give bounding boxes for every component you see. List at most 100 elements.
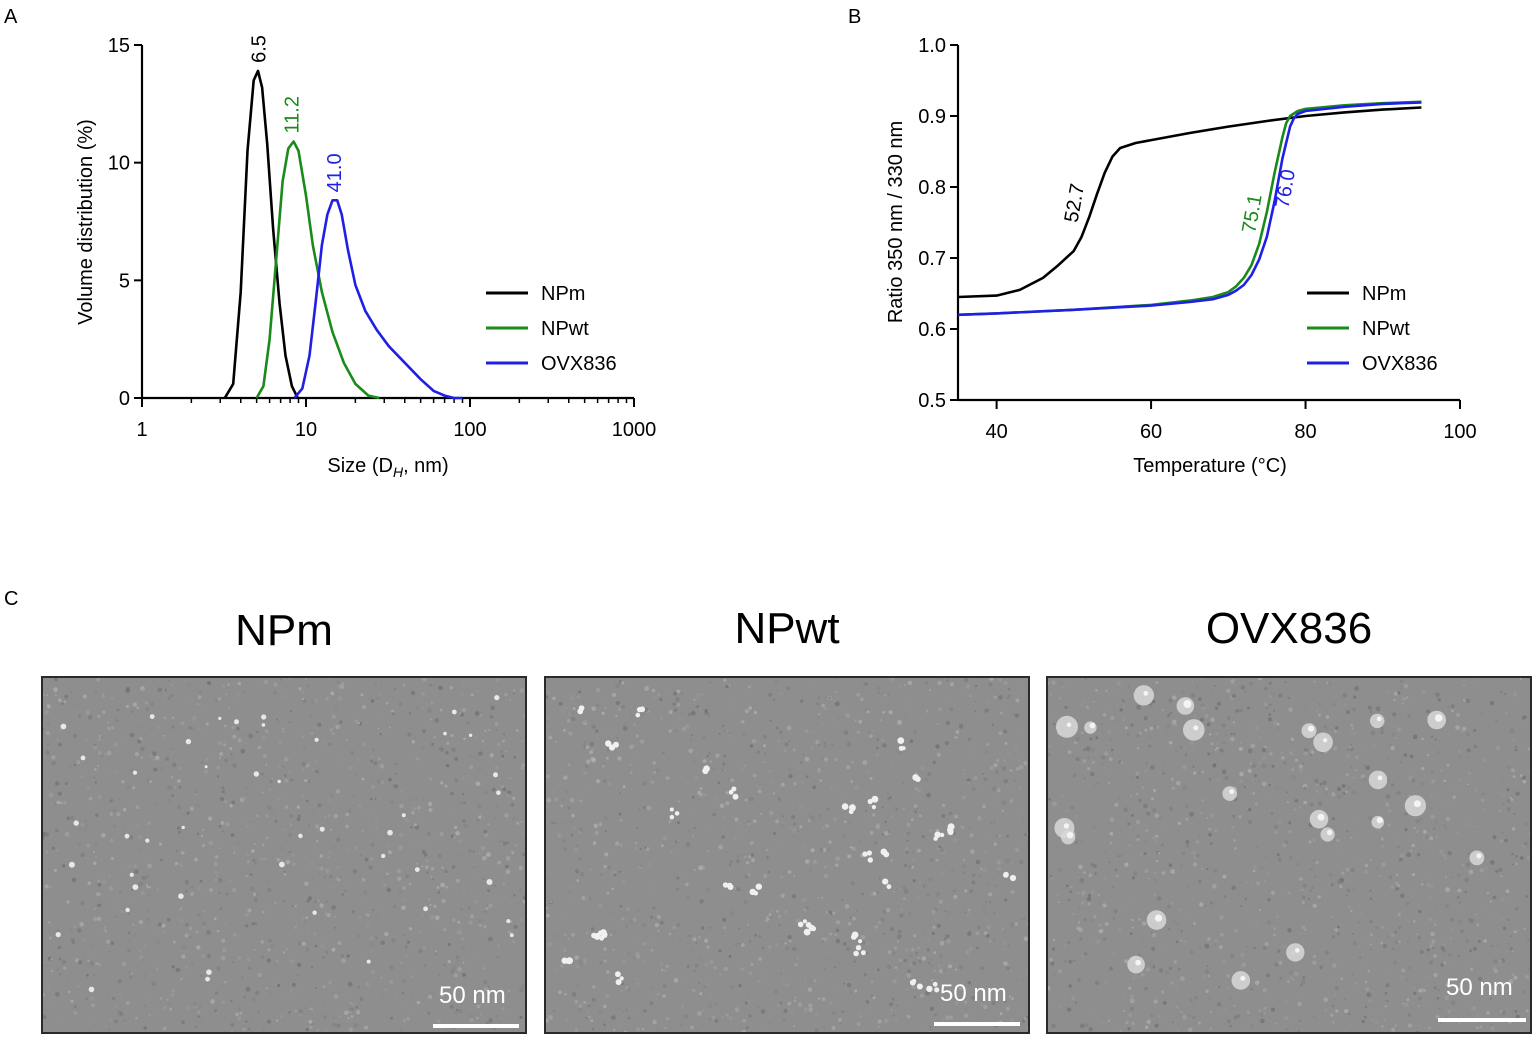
tem-grain-dot	[744, 875, 749, 879]
tem-grain-dot	[1529, 770, 1530, 774]
tem-grain-dot	[1258, 866, 1264, 871]
tem-particle	[206, 969, 212, 975]
tem-grain-dot	[998, 731, 1003, 735]
tem-grain-dot	[1345, 773, 1349, 776]
tem-grain-dot	[49, 886, 52, 888]
tem-grain-dot	[574, 1000, 579, 1004]
tem-grain-dot	[269, 727, 274, 732]
tem-grain-dot	[634, 761, 637, 764]
tem-grain-dot	[1083, 777, 1086, 780]
tem-particle	[728, 789, 734, 795]
tem-grain-dot	[817, 896, 820, 899]
tem-grain-dot	[1141, 919, 1144, 922]
tem-grain-dot	[69, 928, 74, 933]
tem-grain-dot	[808, 1007, 814, 1013]
tem-grain-dot	[239, 1011, 243, 1015]
tem-grain-dot	[824, 744, 827, 748]
tem-grain-dot	[691, 710, 696, 716]
tem-grain-dot	[73, 925, 77, 928]
tem-grain-dot	[993, 763, 998, 768]
tem-grain-dot	[1512, 692, 1518, 697]
tem-grain-dot	[290, 778, 294, 782]
tem-grain-dot	[328, 678, 331, 680]
tem-grain-dot	[1125, 1020, 1129, 1025]
tem-grain-dot	[364, 857, 369, 862]
tem-grain-dot	[155, 967, 159, 971]
tem-grain-dot	[1352, 904, 1356, 909]
tem-grain-dot	[505, 864, 509, 869]
tem-grain-dot	[1267, 871, 1271, 875]
tem-grain-dot	[1322, 780, 1327, 785]
tem-grain-dot	[837, 961, 841, 965]
tem-grain-dot	[979, 867, 983, 871]
tem-grain-dot	[148, 1013, 151, 1016]
tem-grain-dot	[1133, 973, 1138, 979]
tem-grain-dot	[817, 716, 820, 719]
tem-grain-dot	[1150, 765, 1155, 770]
tem-grain-dot	[224, 1031, 227, 1032]
tem-grain-dot	[1249, 679, 1252, 682]
tem-grain-dot	[709, 760, 713, 763]
tem-grain-dot	[774, 679, 779, 684]
tem-grain-dot	[1313, 859, 1315, 862]
tem-grain-dot	[64, 694, 69, 699]
tem-grain-dot	[718, 949, 722, 953]
tem-grain-dot	[1401, 968, 1406, 973]
tem-grain-dot	[1060, 942, 1064, 946]
tem-grain-dot	[400, 791, 403, 793]
tem-grain-dot	[1211, 751, 1216, 755]
tem-grain-dot	[212, 988, 216, 992]
tem-grain-dot	[217, 741, 223, 746]
tem-grain-dot	[239, 874, 241, 877]
tem-grain-dot	[662, 994, 666, 998]
tem-grain-dot	[269, 1026, 275, 1031]
tem-grain-dot	[1167, 722, 1170, 725]
tem-grain-dot	[1121, 699, 1125, 703]
tem-particle	[60, 723, 67, 730]
tem-grain-dot	[752, 773, 757, 778]
tem-grain-dot	[1238, 892, 1242, 896]
tem-grain-dot	[423, 853, 428, 857]
tem-grain-dot	[629, 764, 632, 766]
tem-grain-dot	[1026, 832, 1028, 836]
tem-grain-dot	[210, 852, 213, 855]
tem-grain-dot	[463, 823, 468, 828]
tem-grain-dot	[1226, 1019, 1231, 1024]
tem-particle	[205, 976, 210, 982]
tem-particle	[178, 893, 184, 899]
tem-grain-dot	[432, 745, 437, 750]
tem-grain-dot	[810, 848, 815, 853]
tem-grain-dot	[652, 1020, 657, 1025]
tem-grain-dot	[1124, 862, 1129, 867]
tem-grain-dot	[76, 703, 78, 706]
tem-grain-dot	[1160, 830, 1163, 832]
tem-grain-dot	[1369, 859, 1372, 862]
tem-grain-dot	[773, 698, 775, 701]
tem-particle	[181, 825, 185, 830]
tem-grain-dot	[775, 943, 779, 947]
tem-grain-dot	[241, 871, 245, 876]
tem-grain-dot	[547, 942, 552, 947]
tem-grain-dot	[190, 891, 195, 897]
tem-grain-dot	[379, 907, 381, 910]
tem-grain-dot	[1052, 722, 1056, 726]
tem-particle-core	[1376, 817, 1383, 824]
tem-grain-dot	[1097, 893, 1100, 897]
tem-grain-dot	[121, 961, 127, 967]
tem-grain-dot	[1162, 772, 1165, 775]
tem-grain-dot	[1288, 970, 1294, 976]
tem-grain-dot	[1424, 835, 1428, 839]
tem-grain-dot	[986, 709, 989, 712]
tem-grain-dot	[309, 713, 313, 718]
tem-grain-dot	[1209, 692, 1213, 695]
tem-grain-dot	[1409, 754, 1414, 759]
tem-grain-dot	[1337, 932, 1340, 936]
tem-grain-dot	[718, 844, 723, 850]
tem-particle	[600, 931, 608, 939]
tem-grain-dot	[570, 834, 574, 837]
tem-grain-dot	[1468, 869, 1474, 875]
tem-grain-dot	[1084, 678, 1088, 680]
tem-grain-dot	[1151, 946, 1156, 952]
tem-grain-dot	[935, 858, 939, 862]
tem-grain-dot	[1362, 777, 1367, 781]
